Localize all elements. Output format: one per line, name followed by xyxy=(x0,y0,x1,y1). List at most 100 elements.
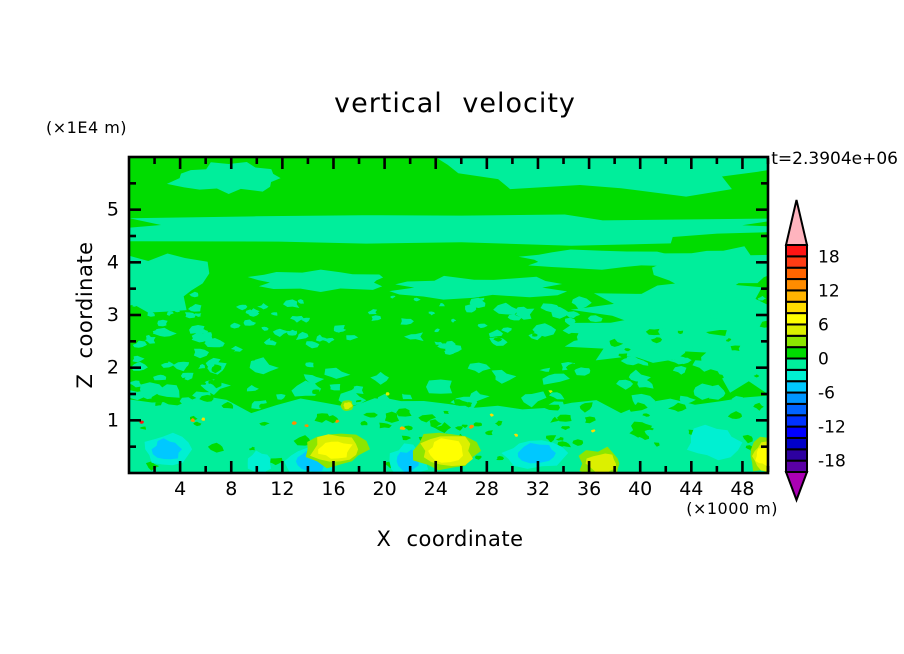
field-speckle xyxy=(434,328,440,333)
field-speckle xyxy=(434,341,443,345)
field-speckle xyxy=(147,311,155,317)
colorbar: 18 12 6 0 -6 -12 -18 xyxy=(784,199,846,503)
field-speckle xyxy=(438,303,445,307)
x-tick-label: 44 xyxy=(679,478,703,500)
field-speck xyxy=(304,424,309,427)
field-speckle xyxy=(609,338,624,347)
field-speckle xyxy=(199,380,206,385)
colorbar-tick-label: 18 xyxy=(818,247,840,267)
field-speckle xyxy=(283,299,300,308)
colorbar-segment xyxy=(785,255,808,269)
field-speckle xyxy=(249,308,260,314)
field-speckle xyxy=(341,384,355,390)
field-speckle xyxy=(474,455,482,460)
field-speckle xyxy=(727,411,743,419)
colorbar-segment xyxy=(785,346,808,360)
field-speckle xyxy=(199,394,214,402)
field-speckle xyxy=(153,374,167,381)
x-tick-label: 28 xyxy=(475,478,499,500)
field-speck xyxy=(201,417,205,421)
chart-title: vertical velocity xyxy=(334,88,576,119)
field-speckle xyxy=(550,416,561,423)
field-speckle xyxy=(470,390,490,402)
field-speckle xyxy=(711,294,727,305)
field-speckle xyxy=(221,401,234,409)
field-speckle xyxy=(667,355,687,365)
field-speckle xyxy=(668,402,687,412)
field-speckle xyxy=(642,413,651,417)
time-annotation: t=2.3904e+06 xyxy=(771,149,898,169)
field-speckle xyxy=(259,421,270,426)
field-speck xyxy=(548,390,553,394)
field-speckle xyxy=(742,434,753,444)
contour-field xyxy=(130,158,769,473)
field-band xyxy=(389,275,568,300)
field-speckle xyxy=(305,341,320,349)
colorbar-segment xyxy=(785,436,808,451)
colorbar-tick-label: 0 xyxy=(818,350,829,370)
colorbar-segment xyxy=(785,323,808,337)
field-speckle xyxy=(403,425,413,431)
colorbar-tick-label: -12 xyxy=(818,418,846,438)
x-tick-label: 40 xyxy=(628,478,652,500)
field-speckle xyxy=(443,348,456,355)
field-speckle xyxy=(708,313,721,319)
field-speckle xyxy=(679,395,696,404)
field-speckle xyxy=(404,332,424,342)
field-speckle xyxy=(276,394,286,400)
field-speckle xyxy=(209,379,222,389)
field-speckle xyxy=(437,343,451,350)
field-speckle xyxy=(259,402,269,409)
field-speckle xyxy=(130,390,148,401)
field-speckle xyxy=(720,309,727,314)
field-speckle xyxy=(193,348,209,359)
field-speckle xyxy=(329,384,341,391)
field-speckle xyxy=(418,414,436,423)
field-speckle xyxy=(321,337,335,344)
field-feature xyxy=(517,442,556,464)
colorbar-segment xyxy=(785,300,808,315)
field-speckle xyxy=(158,357,169,364)
field-band xyxy=(166,162,281,194)
field-speckle xyxy=(518,353,526,357)
x-axis-title: X coordinate xyxy=(376,527,523,551)
field-band xyxy=(652,246,769,294)
field-speckle xyxy=(384,411,400,423)
field-feature xyxy=(247,450,272,473)
field-speckle xyxy=(566,311,581,319)
field-speckle xyxy=(501,327,512,333)
field-speckle xyxy=(539,367,551,372)
field-speckle xyxy=(461,424,468,429)
field-speckle xyxy=(314,413,330,423)
field-speckle xyxy=(261,326,269,331)
field-speckle xyxy=(650,337,663,344)
field-speckle xyxy=(451,318,457,323)
field-feature xyxy=(318,441,353,459)
field-speckle xyxy=(370,371,389,385)
field-speckle xyxy=(392,352,408,360)
field-speckle xyxy=(155,402,163,406)
field-speckle xyxy=(303,374,325,385)
field-speckle xyxy=(742,386,756,395)
colorbar-under-arrow xyxy=(784,471,809,503)
field-speckle xyxy=(731,396,744,405)
colorbar-segment xyxy=(785,244,808,258)
field-speckle xyxy=(543,404,560,411)
field-speckle xyxy=(346,335,359,341)
field-feature xyxy=(686,424,743,461)
field-speckle xyxy=(198,364,205,369)
field-speckle xyxy=(726,338,732,342)
field-speckle xyxy=(200,332,212,339)
field-speckle xyxy=(296,344,302,348)
x-tick-label: 4 xyxy=(174,478,186,500)
field-speckle xyxy=(166,294,181,303)
field-speckle xyxy=(236,304,248,311)
field-speckle xyxy=(132,303,139,307)
field-speckle xyxy=(152,384,180,398)
field-speckle xyxy=(257,303,269,310)
field-speckle xyxy=(172,361,190,372)
field-speckle xyxy=(477,323,488,329)
field-speckle xyxy=(443,410,449,414)
field-speckle xyxy=(293,435,312,446)
field-speckle xyxy=(629,428,643,438)
